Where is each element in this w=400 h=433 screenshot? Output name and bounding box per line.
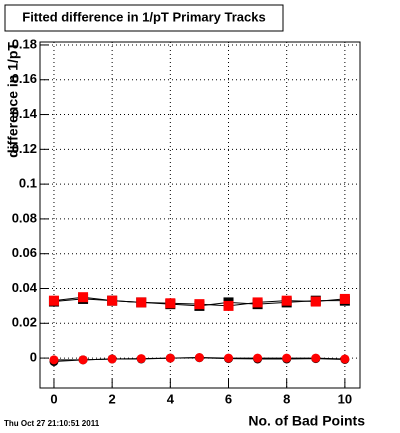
x-tick-label: 10 [338, 391, 352, 406]
marker [253, 353, 263, 363]
y-tick-label: 0.06 [12, 245, 37, 260]
marker [136, 297, 147, 308]
y-tick-label: 0.16 [12, 71, 37, 86]
y-tick-label: 0.1 [19, 176, 37, 191]
marker [194, 299, 205, 310]
title-box [4, 4, 284, 32]
marker [78, 355, 88, 365]
y-tick-label: 0 [30, 350, 37, 365]
marker [78, 292, 89, 303]
y-tick-label: 0.18 [12, 36, 37, 51]
x-tick-label: 2 [109, 391, 116, 406]
plot-frame [39, 41, 361, 389]
y-tick-label: 0.04 [12, 280, 38, 295]
marker [194, 353, 204, 363]
y-tick-label: 0.12 [12, 141, 37, 156]
x-axis-label: No. of Bad Points [248, 413, 365, 429]
marker [340, 354, 350, 364]
marker [49, 355, 59, 365]
marker [281, 295, 292, 306]
y-tick-label: 0.08 [12, 210, 37, 225]
marker [282, 353, 292, 363]
marker [310, 296, 321, 307]
marker [252, 297, 263, 308]
marker [339, 293, 350, 304]
marker [165, 353, 175, 363]
marker [165, 298, 176, 309]
chart-title: Fitted difference in 1/pT Primary Tracks [22, 9, 265, 24]
y-tick-label: 0.02 [12, 315, 37, 330]
x-tick-label: 8 [283, 391, 290, 406]
timestamp: Thu Oct 27 21:10:51 2011 [4, 419, 100, 428]
marker [107, 354, 117, 364]
x-tick-label: 0 [50, 391, 57, 406]
x-tick-label: 4 [167, 391, 175, 406]
y-axis-label: difference in 1/pT [5, 42, 21, 158]
marker [136, 354, 146, 364]
x-tick-label: 6 [225, 391, 232, 406]
marker [224, 353, 234, 363]
marker [223, 300, 234, 311]
marker [48, 295, 59, 306]
y-tick-label: 0.14 [12, 106, 38, 121]
marker [311, 353, 321, 363]
marker [107, 295, 118, 306]
